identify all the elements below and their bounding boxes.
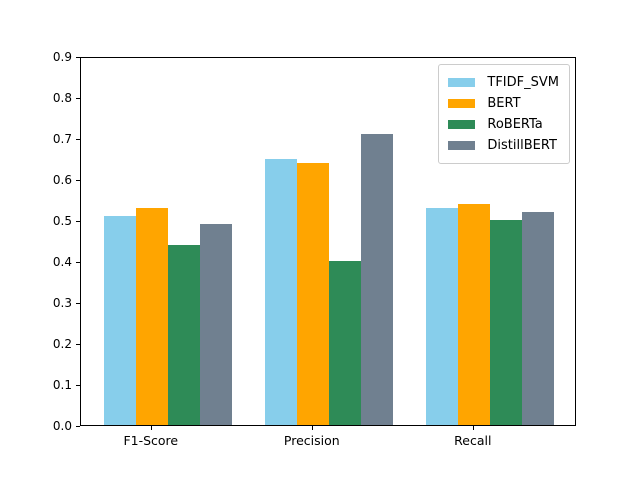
y-tick-mark — [76, 344, 80, 345]
y-tick-label: 0.9 — [52, 50, 72, 64]
bar-RoBERTa-F1-Score — [167, 244, 201, 425]
legend-label: TFIDF_SVM — [487, 75, 559, 90]
legend-label: RoBERTa — [487, 117, 543, 132]
y-tick-label: 0.2 — [52, 337, 72, 351]
y-tick-label: 0.8 — [52, 91, 72, 105]
bar-BERT-Recall — [457, 203, 490, 425]
x-tick-mark — [472, 426, 474, 430]
x-tick-label: F1-Score — [123, 433, 179, 448]
x-tick-mark — [311, 426, 313, 430]
bar-DistillBERT-Precision — [361, 133, 394, 425]
y-tick-mark — [76, 57, 80, 58]
plot-area: TFIDF_SVM BERT RoBERTa DistillBERT — [80, 57, 576, 426]
y-tick-label: 0.1 — [52, 378, 72, 392]
y-tick-mark — [76, 262, 80, 263]
legend-patch-DistillBERT — [448, 141, 476, 150]
y-tick-label: 0.7 — [52, 132, 72, 146]
y-tick-label: 0.0 — [52, 419, 72, 433]
legend-label: BERT — [487, 96, 521, 111]
legend-item-TFIDF_SVM: TFIDF_SVM — [448, 72, 559, 93]
bar-DistillBERT-Recall — [522, 211, 555, 425]
y-tick-mark — [76, 180, 80, 181]
x-tick-label: Recall — [454, 433, 492, 448]
y-tick-label: 0.3 — [52, 296, 72, 310]
legend-label: DistillBERT — [487, 138, 557, 153]
bar-TFIDF_SVM-F1-Score — [103, 215, 136, 425]
y-tick-mark — [76, 426, 80, 427]
legend-patch-TFIDF_SVM — [448, 78, 476, 87]
bar-BERT-F1-Score — [135, 207, 168, 425]
legend-patch-RoBERTa — [448, 120, 476, 129]
y-tick-label: 0.4 — [52, 255, 72, 269]
y-tick-mark — [76, 303, 80, 304]
legend-item-BERT: BERT — [448, 93, 559, 114]
legend-item-DistillBERT: DistillBERT — [448, 135, 559, 156]
bar-BERT-Precision — [296, 162, 329, 425]
y-tick-mark — [76, 385, 80, 386]
bar-TFIDF_SVM-Precision — [264, 158, 297, 425]
y-tick-mark — [76, 221, 80, 222]
bar-TFIDF_SVM-Recall — [425, 207, 458, 425]
bar-DistillBERT-F1-Score — [200, 224, 233, 425]
legend: TFIDF_SVM BERT RoBERTa DistillBERT — [438, 64, 570, 164]
x-tick-label: Precision — [283, 433, 340, 448]
y-tick-mark — [76, 98, 80, 99]
y-tick-label: 0.6 — [52, 173, 72, 187]
y-tick-mark — [76, 139, 80, 140]
x-tick-mark — [150, 426, 152, 430]
bar-RoBERTa-Precision — [328, 261, 362, 425]
legend-patch-BERT — [448, 99, 476, 108]
legend-item-RoBERTa: RoBERTa — [448, 114, 559, 135]
y-tick-label: 0.5 — [52, 214, 72, 228]
bar-RoBERTa-Recall — [489, 220, 523, 425]
